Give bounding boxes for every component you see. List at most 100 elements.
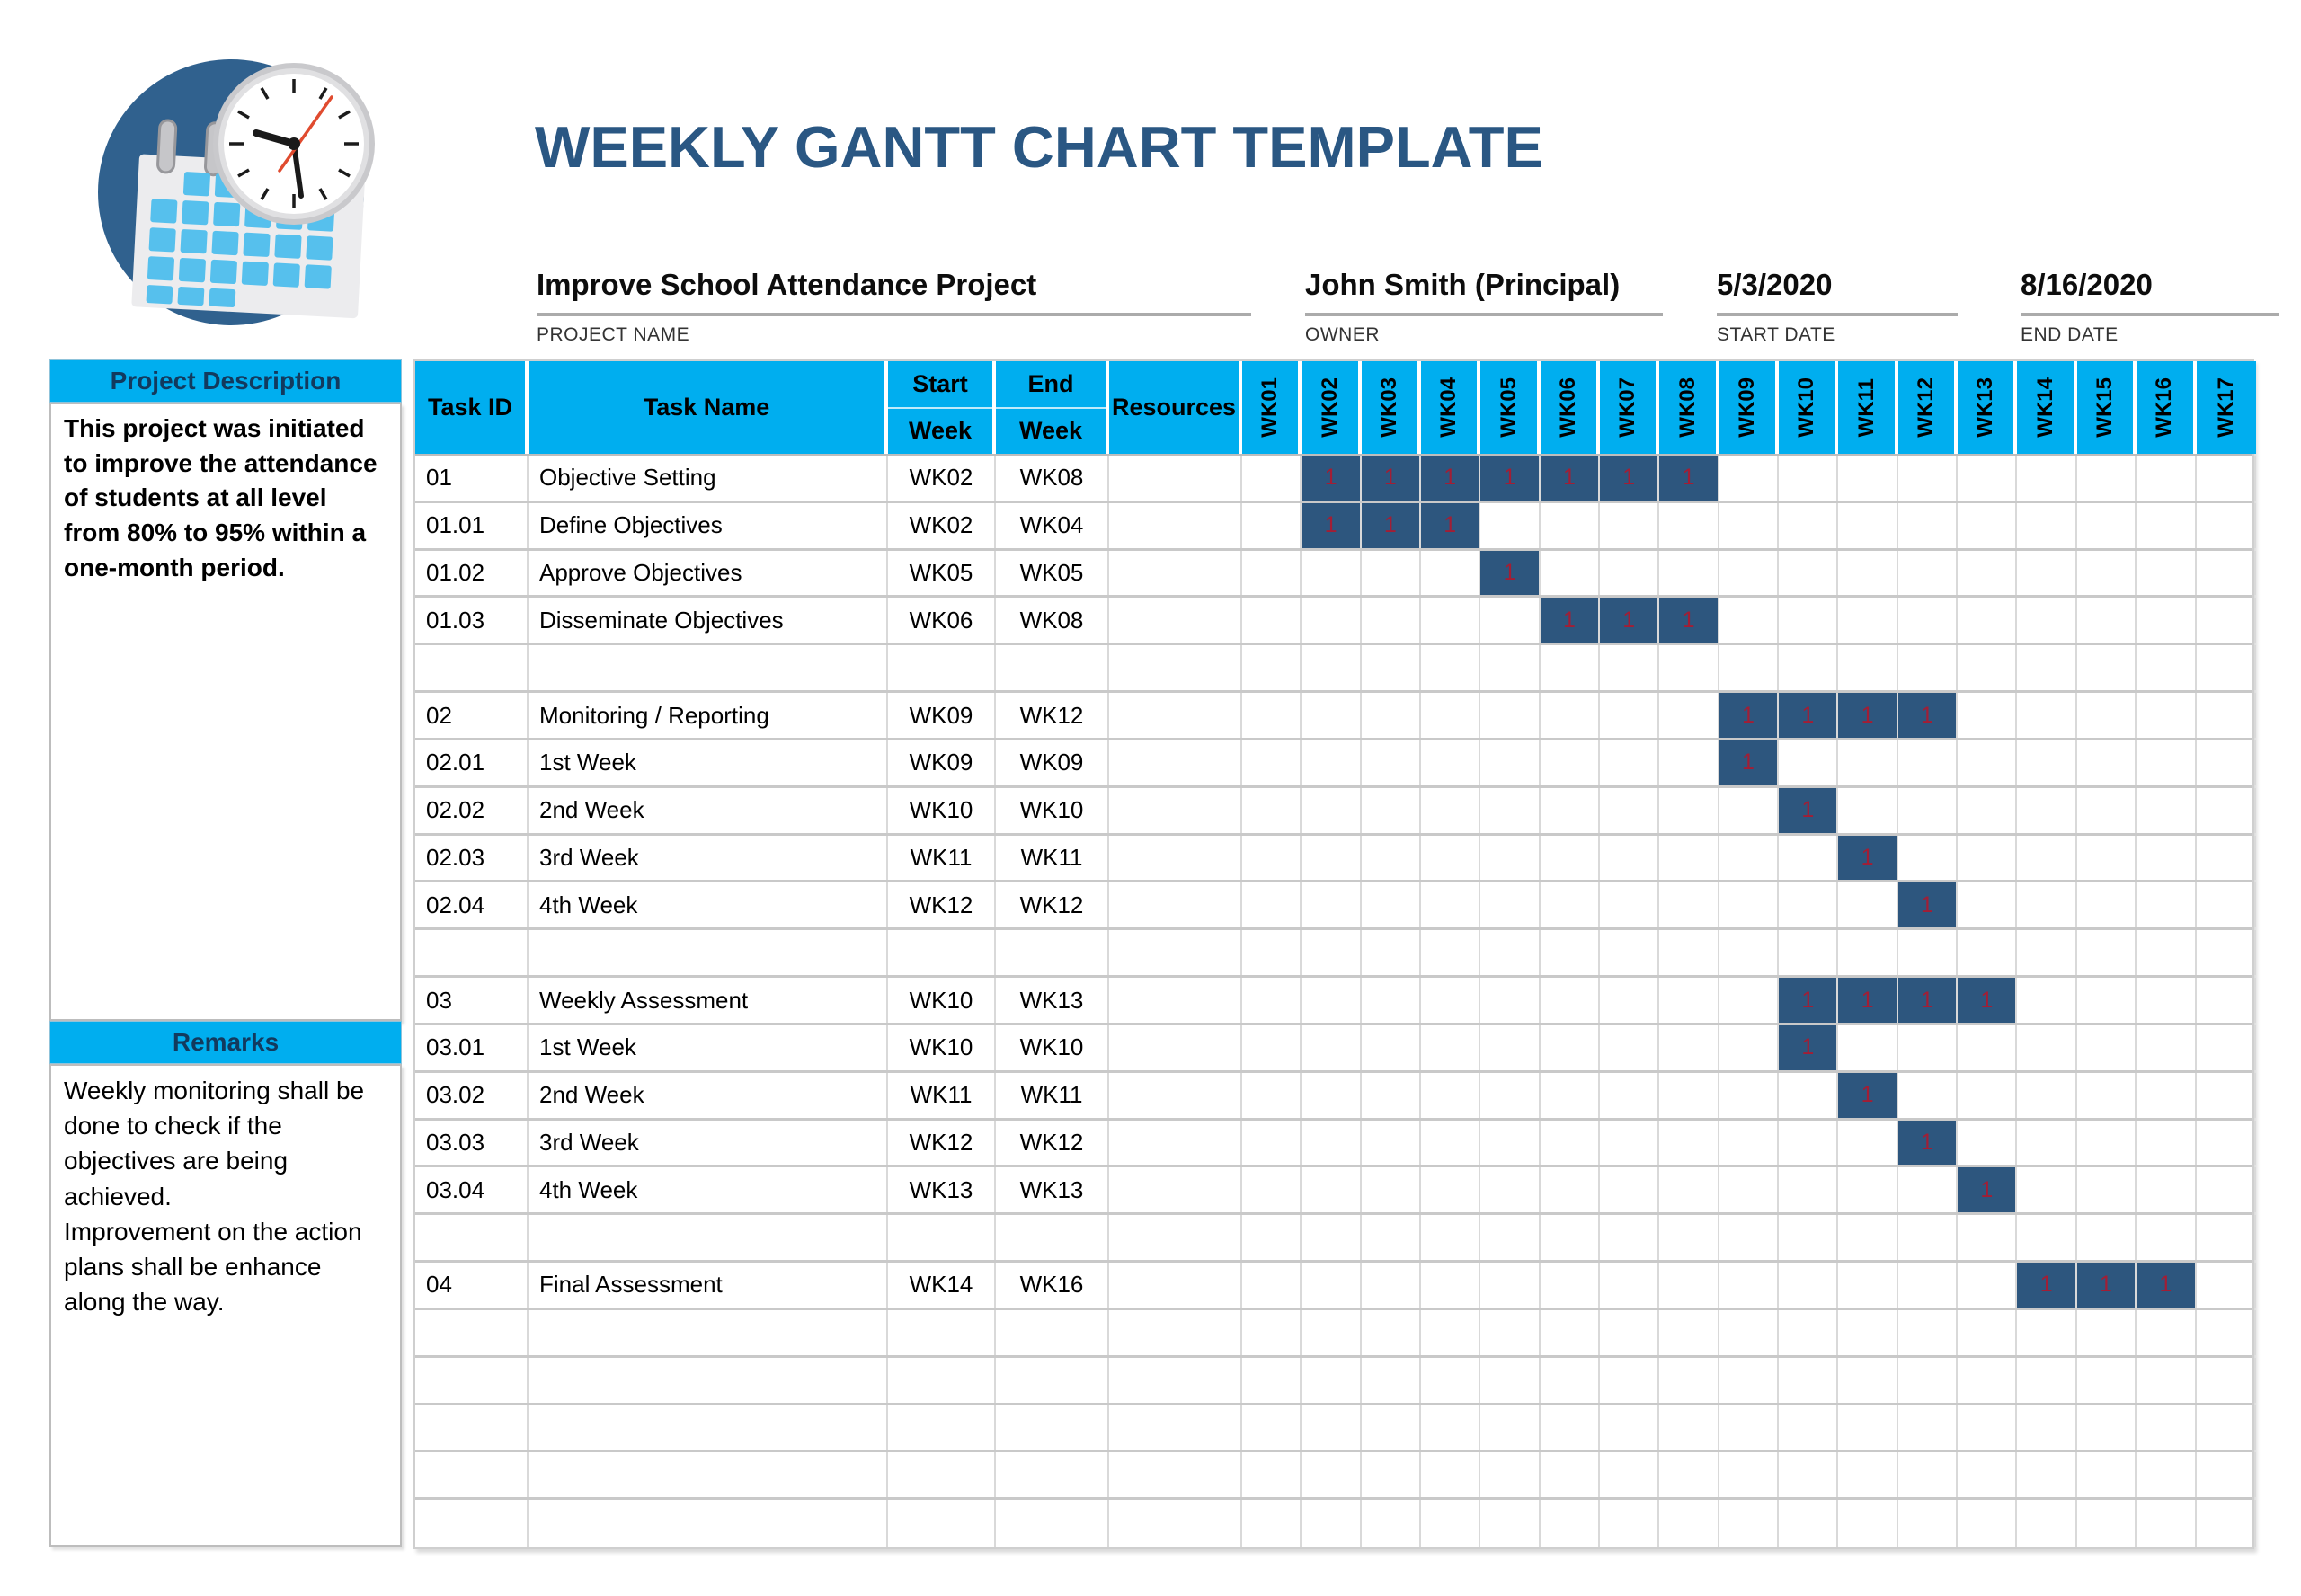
week-column-header[interactable]: WK15 bbox=[2076, 361, 2137, 454]
start-week-cell[interactable]: WK02 bbox=[888, 502, 996, 548]
gantt-empty-cell[interactable] bbox=[1242, 835, 1302, 881]
week-column-header[interactable]: WK02 bbox=[1302, 361, 1362, 454]
owner-value[interactable]: John Smith (Principal) bbox=[1305, 268, 1663, 316]
week-column-header[interactable]: WK10 bbox=[1779, 361, 1839, 454]
gantt-empty-cell[interactable] bbox=[1600, 1024, 1660, 1070]
gantt-empty-cell[interactable] bbox=[1779, 1072, 1839, 1118]
end-week-cell[interactable] bbox=[996, 1405, 1109, 1450]
gantt-empty-cell[interactable] bbox=[1719, 1167, 1780, 1213]
gantt-empty-cell[interactable] bbox=[1541, 693, 1601, 738]
gantt-empty-cell[interactable] bbox=[1719, 787, 1780, 833]
gantt-bar-cell[interactable]: 1 bbox=[1897, 978, 1959, 1023]
gantt-empty-cell[interactable] bbox=[1659, 1500, 1719, 1548]
gantt-empty-cell[interactable] bbox=[1898, 1167, 1959, 1213]
gantt-empty-cell[interactable] bbox=[1302, 1167, 1362, 1213]
resources-cell[interactable] bbox=[1109, 1024, 1242, 1070]
start-week-cell[interactable]: WK09 bbox=[888, 693, 996, 738]
task-name-header[interactable]: Task Name bbox=[529, 361, 888, 454]
task-id-cell[interactable]: 04 bbox=[415, 1263, 529, 1308]
task-name-cell[interactable]: Monitoring / Reporting bbox=[529, 693, 888, 738]
gantt-empty-cell[interactable] bbox=[1719, 502, 1780, 548]
week-column-header[interactable]: WK17 bbox=[2196, 361, 2256, 454]
start-week-cell[interactable]: WK12 bbox=[888, 882, 996, 928]
resources-cell[interactable] bbox=[1109, 787, 1242, 833]
gantt-empty-cell[interactable] bbox=[1421, 1405, 1481, 1450]
resources-header[interactable]: Resources bbox=[1109, 361, 1242, 454]
resources-cell[interactable] bbox=[1109, 978, 1242, 1023]
gantt-empty-cell[interactable] bbox=[1659, 1072, 1719, 1118]
gantt-bar-cell[interactable]: 1 bbox=[1719, 740, 1780, 785]
gantt-empty-cell[interactable] bbox=[1421, 1500, 1481, 1548]
gantt-empty-cell[interactable] bbox=[1480, 645, 1541, 691]
gantt-empty-cell[interactable] bbox=[1659, 693, 1719, 738]
gantt-bar-cell[interactable]: 1 bbox=[1779, 787, 1839, 833]
gantt-empty-cell[interactable] bbox=[2077, 1357, 2137, 1403]
gantt-empty-cell[interactable] bbox=[2017, 978, 2077, 1023]
gantt-empty-cell[interactable] bbox=[1600, 835, 1660, 881]
gantt-empty-cell[interactable] bbox=[1480, 1024, 1541, 1070]
gantt-empty-cell[interactable] bbox=[1958, 1357, 2018, 1403]
gantt-empty-cell[interactable] bbox=[1242, 787, 1302, 833]
gantt-empty-cell[interactable] bbox=[1421, 598, 1481, 643]
task-id-cell[interactable]: 01.01 bbox=[415, 502, 529, 548]
gantt-empty-cell[interactable] bbox=[2197, 787, 2256, 833]
gantt-empty-cell[interactable] bbox=[1719, 1120, 1780, 1166]
gantt-empty-cell[interactable] bbox=[1898, 1215, 1959, 1261]
gantt-empty-cell[interactable] bbox=[1302, 1215, 1362, 1261]
gantt-empty-cell[interactable] bbox=[1421, 1215, 1481, 1261]
gantt-empty-cell[interactable] bbox=[1541, 1167, 1601, 1213]
task-name-cell[interactable]: 3rd Week bbox=[529, 835, 888, 881]
gantt-empty-cell[interactable] bbox=[1242, 1120, 1302, 1166]
gantt-empty-cell[interactable] bbox=[1480, 1263, 1541, 1308]
start-date-value[interactable]: 5/3/2020 bbox=[1717, 268, 1958, 316]
gantt-empty-cell[interactable] bbox=[2077, 1167, 2137, 1213]
gantt-empty-cell[interactable] bbox=[1242, 550, 1302, 596]
gantt-bar-cell[interactable]: 1 bbox=[1838, 1072, 1898, 1118]
task-name-cell[interactable]: 1st Week bbox=[529, 1024, 888, 1070]
resources-cell[interactable] bbox=[1109, 882, 1242, 928]
resources-cell[interactable] bbox=[1109, 1072, 1242, 1118]
gantt-empty-cell[interactable] bbox=[1600, 1263, 1660, 1308]
gantt-empty-cell[interactable] bbox=[1480, 978, 1541, 1023]
gantt-empty-cell[interactable] bbox=[1421, 978, 1481, 1023]
gantt-empty-cell[interactable] bbox=[1958, 740, 2018, 785]
start-week-cell[interactable]: WK09 bbox=[888, 740, 996, 785]
gantt-empty-cell[interactable] bbox=[1958, 1452, 2018, 1498]
gantt-empty-cell[interactable] bbox=[1480, 1357, 1541, 1403]
gantt-empty-cell[interactable] bbox=[1541, 1309, 1601, 1355]
gantt-empty-cell[interactable] bbox=[1719, 1500, 1780, 1548]
gantt-empty-cell[interactable] bbox=[1541, 787, 1601, 833]
resources-cell[interactable] bbox=[1109, 1167, 1242, 1213]
start-week-cell[interactable]: WK06 bbox=[888, 598, 996, 643]
gantt-empty-cell[interactable] bbox=[1958, 502, 2018, 548]
end-week-cell[interactable] bbox=[996, 1215, 1109, 1261]
week-column-header[interactable]: WK13 bbox=[1958, 361, 2018, 454]
gantt-empty-cell[interactable] bbox=[1242, 978, 1302, 1023]
gantt-empty-cell[interactable] bbox=[1898, 1357, 1959, 1403]
start-week-cell[interactable] bbox=[888, 645, 996, 691]
gantt-empty-cell[interactable] bbox=[1659, 930, 1719, 976]
gantt-empty-cell[interactable] bbox=[2017, 740, 2077, 785]
gantt-empty-cell[interactable] bbox=[1362, 1500, 1422, 1548]
gantt-empty-cell[interactable] bbox=[1600, 550, 1660, 596]
gantt-bar-cell[interactable]: 1 bbox=[1897, 693, 1959, 738]
gantt-empty-cell[interactable] bbox=[1421, 1120, 1481, 1166]
gantt-empty-cell[interactable] bbox=[2137, 550, 2197, 596]
gantt-empty-cell[interactable] bbox=[2017, 787, 2077, 833]
gantt-empty-cell[interactable] bbox=[1958, 693, 2018, 738]
gantt-empty-cell[interactable] bbox=[1838, 502, 1898, 548]
task-id-header[interactable]: Task ID bbox=[415, 361, 529, 454]
gantt-empty-cell[interactable] bbox=[1958, 456, 2018, 501]
resources-cell[interactable] bbox=[1109, 1215, 1242, 1261]
gantt-empty-cell[interactable] bbox=[1480, 882, 1541, 928]
gantt-bar-cell[interactable]: 1 bbox=[1600, 456, 1660, 501]
gantt-empty-cell[interactable] bbox=[1421, 882, 1481, 928]
gantt-empty-cell[interactable] bbox=[2197, 598, 2256, 643]
gantt-empty-cell[interactable] bbox=[2017, 1120, 2077, 1166]
gantt-empty-cell[interactable] bbox=[1719, 1072, 1780, 1118]
gantt-empty-cell[interactable] bbox=[1898, 1024, 1959, 1070]
gantt-empty-cell[interactable] bbox=[1421, 740, 1481, 785]
end-week-cell[interactable]: WK05 bbox=[996, 550, 1109, 596]
resources-cell[interactable] bbox=[1109, 1357, 1242, 1403]
task-name-cell[interactable] bbox=[529, 930, 888, 976]
